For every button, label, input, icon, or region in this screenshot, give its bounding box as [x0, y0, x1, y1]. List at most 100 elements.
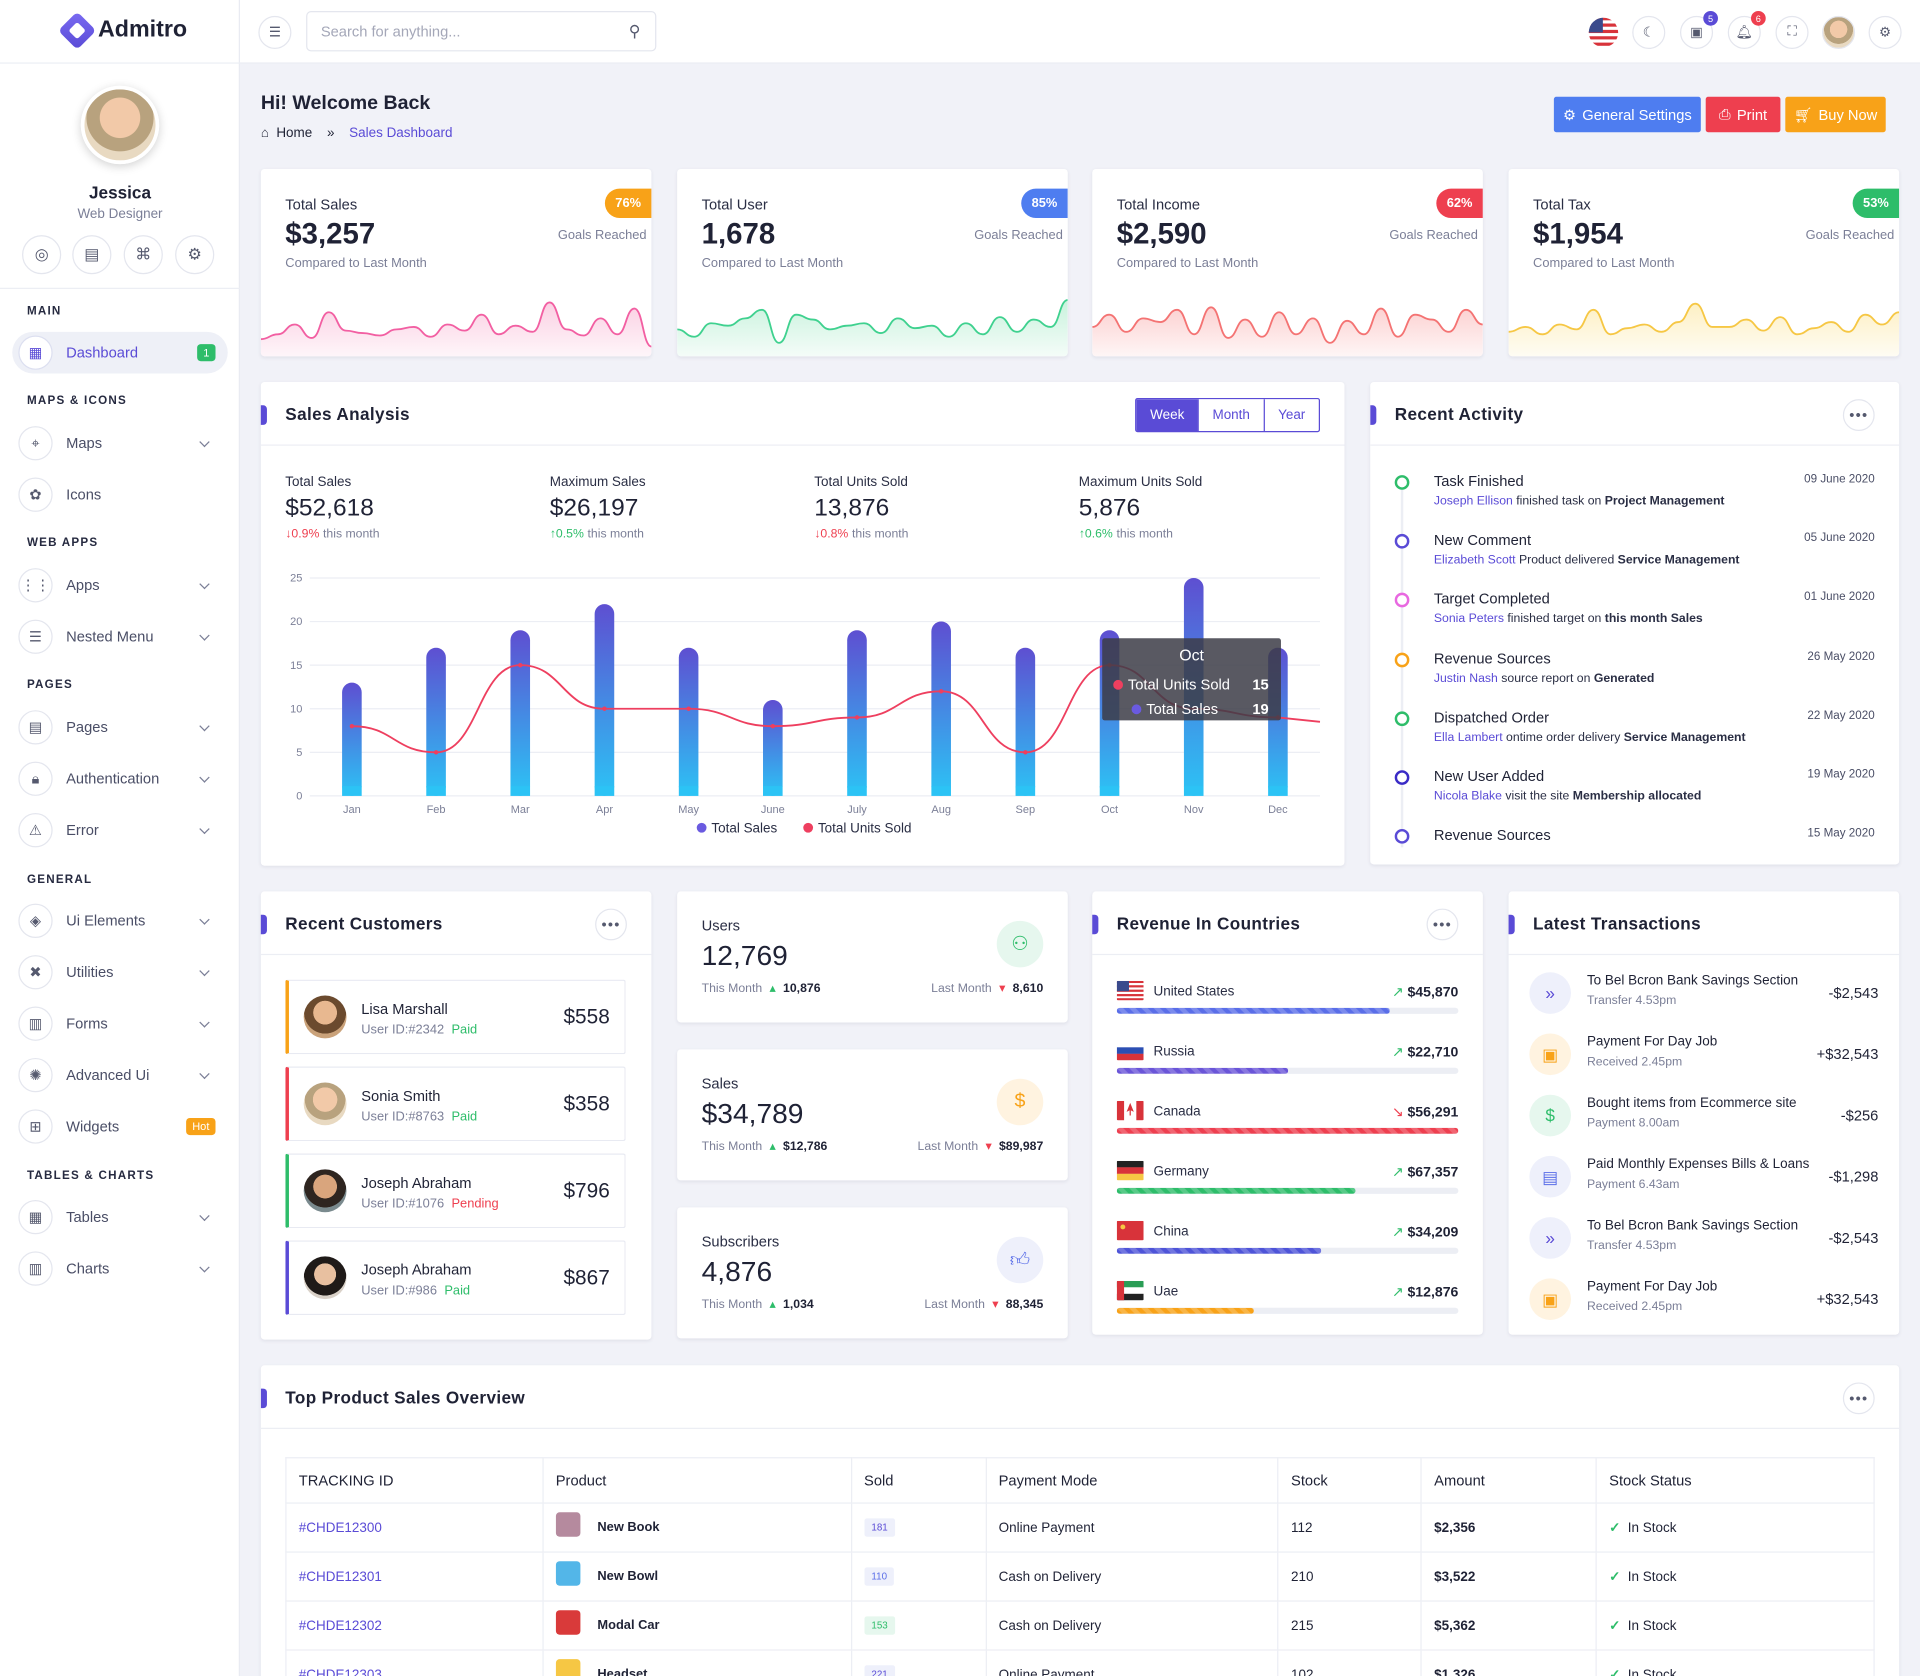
- cell-stock-status: ✓ In Stock: [1595, 1601, 1875, 1651]
- activity-user[interactable]: Sonia Peters: [1433, 612, 1504, 627]
- user-avatar-button[interactable]: [1822, 15, 1856, 49]
- sidebar-item-advanced-ui[interactable]: ✺ Advanced Ui: [12, 1054, 228, 1096]
- product-thumbnail: [555, 1610, 581, 1635]
- transaction-item[interactable]: $ Bought items from Ecommerce site Payment…: [1529, 1090, 1878, 1144]
- sidebar-item-error[interactable]: ⚠︎ Error: [12, 809, 228, 851]
- bar-total-sales[interactable]: [510, 630, 531, 796]
- profile-support-button[interactable]: ◎: [22, 235, 62, 275]
- legend-total-sales[interactable]: Total Sales: [711, 821, 777, 836]
- fullscreen-button[interactable]: ⛶: [1775, 15, 1809, 49]
- sidebar-item-maps[interactable]: ⌖ Maps: [12, 422, 228, 464]
- caret-up-icon: ▴: [769, 982, 776, 996]
- activity-user[interactable]: Elizabeth Scott: [1433, 553, 1516, 568]
- payment-status: Paid: [451, 1022, 478, 1038]
- more-options-button[interactable]: •••: [1426, 908, 1459, 941]
- profile-settings-button[interactable]: ⚙: [175, 235, 215, 275]
- tab-week[interactable]: Week: [1136, 399, 1198, 432]
- customer-item[interactable]: Joseph Abraham User ID:#986 Paid $867: [285, 1240, 626, 1316]
- sidebar-item-tables[interactable]: ▦ Tables: [12, 1196, 228, 1238]
- line-point[interactable]: [349, 723, 355, 729]
- profile-avatar[interactable]: [80, 85, 160, 165]
- avatar: [303, 1256, 347, 1300]
- sidebar-item-charts[interactable]: ▥ Charts: [12, 1248, 228, 1290]
- customer-item[interactable]: Sonia Smith User ID:#8763 Paid $358: [285, 1066, 626, 1142]
- progress-fill: [1116, 1307, 1254, 1314]
- column-header[interactable]: Stock: [1277, 1457, 1422, 1504]
- sidebar-item-widgets[interactable]: ⊞ Widgets Hot: [12, 1106, 228, 1148]
- menu-toggle-button[interactable]: ☰: [258, 15, 292, 49]
- bar-total-sales[interactable]: [594, 604, 615, 796]
- more-options-button[interactable]: •••: [1842, 399, 1875, 432]
- column-header[interactable]: TRACKING ID: [285, 1457, 544, 1504]
- transaction-item[interactable]: ▣ Payment For Day Job Received 2.45pm +$32,…: [1529, 1029, 1878, 1083]
- breadcrumb: ⌂ Home » Sales Dashboard: [261, 126, 453, 141]
- tracking-id-link[interactable]: #CHDE12301: [298, 1569, 382, 1584]
- line-point[interactable]: [518, 662, 523, 668]
- notifications-button[interactable]: 🔔︎ 6: [1727, 11, 1766, 49]
- line-point[interactable]: [770, 723, 776, 729]
- tracking-id-link[interactable]: #CHDE12300: [298, 1520, 382, 1535]
- activity-user[interactable]: Nicola Blake: [1433, 789, 1502, 804]
- line-point[interactable]: [938, 689, 944, 694]
- sidebar-item-apps[interactable]: ⋮⋮ Apps: [12, 564, 228, 606]
- general-settings-button[interactable]: ⚙ General Settings: [1553, 96, 1701, 133]
- dark-mode-button[interactable]: ☾: [1632, 15, 1666, 49]
- search-input[interactable]: [307, 22, 629, 40]
- bar-total-sales[interactable]: [426, 647, 446, 796]
- column-header[interactable]: Stock Status: [1595, 1457, 1875, 1504]
- bar-total-sales[interactable]: [763, 700, 783, 796]
- bar-total-sales[interactable]: [931, 621, 951, 796]
- sidebar-item-utilities[interactable]: ✖ Utilities: [12, 951, 228, 993]
- activity-user[interactable]: Ella Lambert: [1433, 730, 1503, 745]
- column-header[interactable]: Product: [542, 1457, 852, 1504]
- tracking-id-link[interactable]: #CHDE12303: [298, 1667, 382, 1676]
- activity-user[interactable]: Joseph Ellison: [1433, 494, 1513, 509]
- sidebar-item-ui-elements[interactable]: ◈ Ui Elements: [12, 900, 228, 942]
- bar-total-sales[interactable]: [342, 682, 362, 796]
- stat-label: Total Sales: [285, 195, 358, 214]
- column-header[interactable]: Amount: [1420, 1457, 1597, 1504]
- customer-item[interactable]: Joseph Abraham User ID:#1076 Pending $796: [285, 1153, 626, 1229]
- caret-up-icon: ▴: [769, 1140, 776, 1154]
- activity-user[interactable]: Justin Nash: [1433, 671, 1498, 686]
- brand-logo[interactable]: Admitro: [58, 11, 187, 50]
- transaction-item[interactable]: ▣ Payment For Day Job Received 2.45pm +$32,…: [1529, 1273, 1878, 1327]
- sidebar-item-authentication[interactable]: 🔒︎ Authentication: [12, 758, 228, 800]
- settings-button[interactable]: ⚙: [1868, 15, 1902, 49]
- tab-month[interactable]: Month: [1197, 399, 1264, 432]
- legend-units-sold[interactable]: Total Units Sold: [818, 821, 911, 836]
- sidebar-item-forms[interactable]: ▥ Forms: [12, 1003, 228, 1045]
- transaction-item[interactable]: » To Bel Bcron Bank Savings Section Transf…: [1529, 1212, 1878, 1266]
- line-point[interactable]: [602, 706, 607, 711]
- activity-target: Membership allocated: [1572, 789, 1702, 804]
- column-header[interactable]: Sold: [850, 1457, 987, 1504]
- line-point[interactable]: [1023, 750, 1028, 755]
- profile-docs-button[interactable]: ▤: [72, 235, 112, 275]
- line-point[interactable]: [433, 750, 439, 755]
- transaction-item[interactable]: ▤ Paid Monthly Expenses Bills & Loans Paym…: [1529, 1151, 1878, 1205]
- sidebar-item-pages[interactable]: ▤ Pages: [12, 707, 228, 749]
- bar-total-sales[interactable]: [1015, 647, 1036, 796]
- language-flag-button[interactable]: [1586, 15, 1621, 49]
- sidebar-item-dashboard[interactable]: ▦ Dashboard 1: [12, 331, 228, 374]
- cart-button[interactable]: ▣ 5: [1680, 11, 1718, 49]
- bar-total-sales[interactable]: [678, 647, 699, 796]
- profile-network-button[interactable]: ⌘: [123, 235, 163, 275]
- more-options-button[interactable]: •••: [1842, 1382, 1875, 1415]
- buy-now-button[interactable]: 🛒︎ Buy Now: [1785, 96, 1886, 133]
- more-options-button[interactable]: •••: [595, 908, 627, 941]
- column-header[interactable]: Payment Mode: [985, 1457, 1279, 1504]
- sidebar-item-nested-menu[interactable]: ☰ Nested Menu: [12, 616, 228, 658]
- line-point[interactable]: [854, 715, 860, 720]
- tab-year[interactable]: Year: [1263, 399, 1318, 432]
- breadcrumb-home[interactable]: Home: [276, 126, 313, 141]
- bar-total-sales[interactable]: [847, 630, 867, 796]
- search-icon[interactable]: ⚲: [628, 21, 641, 40]
- transaction-item[interactable]: » To Bel Bcron Bank Savings Section Transf…: [1529, 967, 1878, 1021]
- document-icon: ▤: [84, 244, 100, 264]
- customer-item[interactable]: Lisa Marshall User ID:#2342 Paid $558: [285, 979, 626, 1055]
- line-point[interactable]: [686, 706, 691, 711]
- tracking-id-link[interactable]: #CHDE12302: [298, 1618, 382, 1633]
- sidebar-item-icons[interactable]: ✿ Icons: [12, 474, 228, 516]
- print-button[interactable]: ⎙ Print: [1705, 96, 1781, 133]
